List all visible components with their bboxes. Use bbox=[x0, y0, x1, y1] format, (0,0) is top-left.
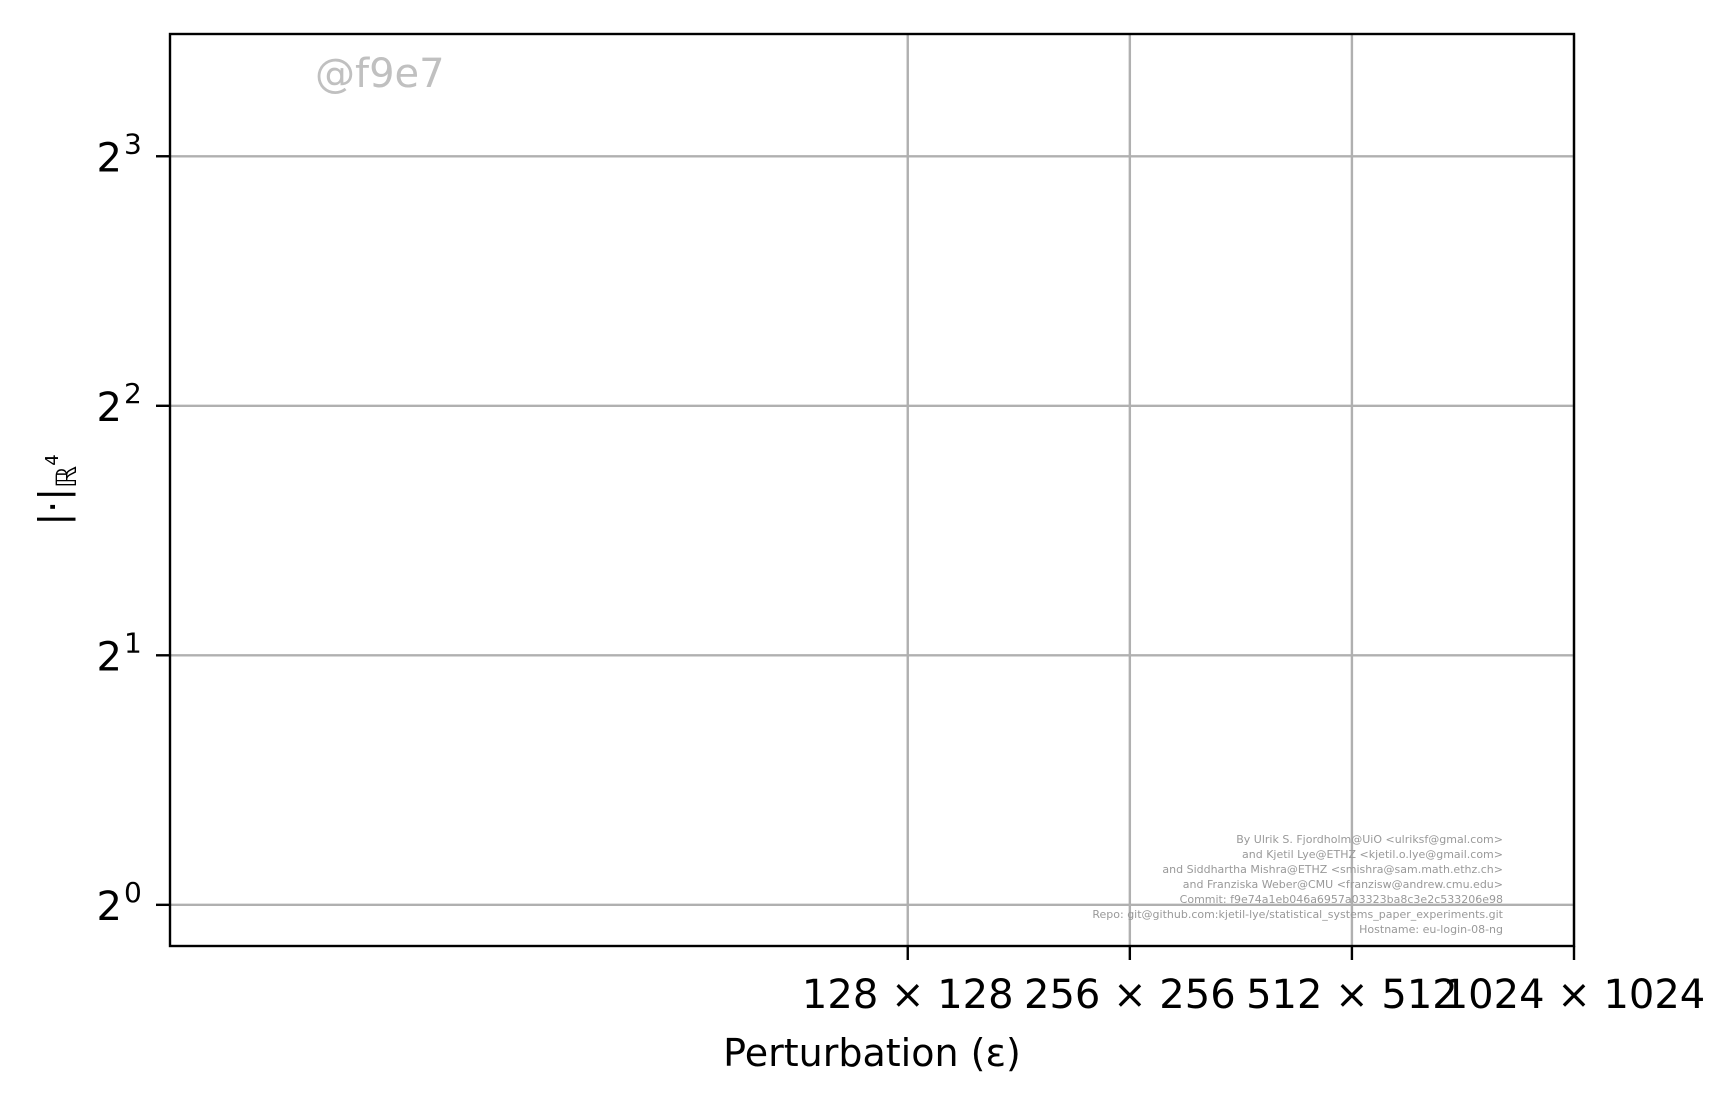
y-tick-exponent: 1 bbox=[124, 626, 142, 659]
y-tick-exponent: 3 bbox=[124, 127, 142, 160]
credits-line: By Ulrik S. Fjordholm@UiO <ulriksf@gmal.… bbox=[1236, 833, 1503, 846]
credits-line: and Franziska Weber@CMU <franzisw@andrew… bbox=[1183, 878, 1503, 891]
credits-line: and Siddhartha Mishra@ETHZ <smishra@sam.… bbox=[1162, 863, 1503, 876]
credits-line: Hostname: eu-login-08-ng bbox=[1359, 923, 1503, 936]
x-tick-label: 128 × 128 bbox=[802, 972, 1014, 1018]
x-tick-label: 256 × 256 bbox=[1024, 972, 1236, 1018]
y-tick-base: 2 bbox=[97, 135, 122, 181]
y-tick-base: 2 bbox=[97, 634, 122, 680]
credits-line: Repo: git@github.com:kjetil-lye/statisti… bbox=[1092, 908, 1503, 921]
credits-block: By Ulrik S. Fjordholm@UiO <ulriksf@gmal.… bbox=[1092, 833, 1503, 936]
y-axis-label-subscript: ℝ bbox=[50, 466, 83, 488]
plot-frame bbox=[168, 32, 1576, 948]
credits-line: Commit: f9e74a1eb046a6957a03323ba8c3e2c5… bbox=[1180, 893, 1503, 906]
y-axis-label: |·|ℝ4 bbox=[31, 454, 83, 525]
y-tick-base: 2 bbox=[97, 884, 122, 930]
svg-text:|·|ℝ4: |·|ℝ4 bbox=[31, 454, 83, 525]
ticks bbox=[156, 155, 1576, 960]
y-tick-labels: 2 02 12 22 3 bbox=[97, 127, 142, 930]
credits-line: and Kjetil Lye@ETHZ <kjetil.o.lye@gmail.… bbox=[1242, 848, 1503, 861]
y-tick-base: 2 bbox=[97, 385, 122, 431]
y-axis-label-main: |·| bbox=[31, 488, 76, 526]
x-tick-label: 1024 × 1024 bbox=[1443, 972, 1706, 1018]
y-axis-label-power: 4 bbox=[42, 454, 63, 465]
y-tick-exponent: 0 bbox=[124, 876, 142, 909]
x-axis-label: Perturbation (ε) bbox=[723, 1031, 1021, 1075]
watermark: @f9e7 bbox=[315, 51, 445, 97]
x-tick-label: 512 × 512 bbox=[1246, 972, 1458, 1018]
y-tick-exponent: 2 bbox=[124, 377, 142, 410]
